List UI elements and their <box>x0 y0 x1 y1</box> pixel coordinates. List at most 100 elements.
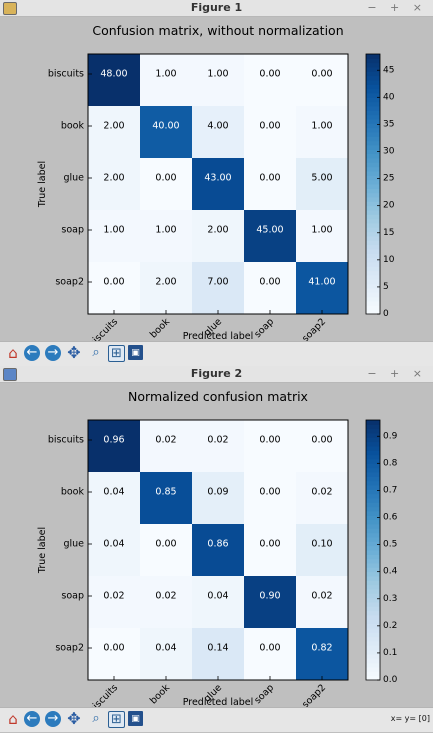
heatmap-cell <box>244 420 297 473</box>
colorbar-segment <box>366 236 380 241</box>
colorbar-tick-label: 25 <box>383 174 394 184</box>
colorbar-segment <box>366 541 380 547</box>
colorbar-tick-label: 40 <box>383 92 395 102</box>
colorbar-segment <box>366 288 380 293</box>
colorbar-segment <box>366 437 380 443</box>
colorbar-segment <box>366 558 380 564</box>
colorbar-segment <box>366 528 380 534</box>
colorbar-segment <box>366 106 380 111</box>
pan-icon[interactable]: ✥ <box>67 709 81 728</box>
forward-arrow-icon[interactable]: → <box>45 345 61 361</box>
heatmap-cell <box>192 106 245 159</box>
zoom-icon[interactable]: ⌕ <box>92 345 100 360</box>
heatmap-cell <box>296 576 349 629</box>
colorbar-segment <box>366 524 380 529</box>
heatmap-cell <box>296 158 349 211</box>
colorbar-segment <box>366 641 380 646</box>
colorbar-segment <box>366 301 380 306</box>
cell-value-label: 2.00 <box>103 121 124 132</box>
colorbar-segment <box>366 615 380 620</box>
home-icon[interactable]: ⌂ <box>8 710 18 728</box>
colorbar-segment <box>366 480 380 486</box>
home-icon[interactable]: ⌂ <box>8 344 18 362</box>
colorbar-segment <box>366 205 380 211</box>
cell-value-label: 43.00 <box>204 173 231 184</box>
colorbar-segment <box>366 511 380 516</box>
colorbar-tick-label: 0.0 <box>383 675 398 685</box>
colorbar-segment <box>366 498 380 503</box>
save-icon[interactable]: ▣ <box>128 345 143 360</box>
cell-value-label: 0.00 <box>311 69 332 80</box>
x-tick-label: biscuits <box>87 682 120 707</box>
heatmap-cell <box>88 262 141 315</box>
colorbar-segment <box>366 58 380 64</box>
heatmap-cell <box>140 210 193 263</box>
colorbar-segment <box>366 420 380 425</box>
colorbar-segment <box>366 84 380 90</box>
cell-value-label: 0.00 <box>259 173 280 184</box>
colorbar-frame <box>365 53 381 315</box>
pan-icon[interactable]: ✥ <box>67 343 81 362</box>
subplots-icon[interactable]: ⊞ <box>108 345 125 362</box>
cell-value-label: 4.00 <box>207 121 228 132</box>
cell-value-label: 0.00 <box>103 277 124 288</box>
cell-value-label: 0.00 <box>155 539 176 550</box>
heatmap-cell <box>192 158 245 211</box>
y-tick-label: glue <box>63 173 84 184</box>
cell-value-label: 0.02 <box>311 591 332 602</box>
cell-value-label: 0.85 <box>155 487 176 498</box>
heatmap-cell <box>88 158 141 211</box>
heatmap-cell <box>296 628 349 681</box>
save-icon[interactable]: ▣ <box>128 711 143 726</box>
y-tick-label: biscuits <box>48 69 84 80</box>
figure-canvas[interactable]: Normalized confusion matrix 0.96 0.02 0.02 0… <box>0 383 433 716</box>
colorbar-segment <box>366 175 380 181</box>
colorbar-segment <box>366 214 380 220</box>
window-controls[interactable]: − + × <box>367 1 427 14</box>
cell-value-label: 1.00 <box>311 225 332 236</box>
y-tick-label: book <box>61 487 85 498</box>
navigation-toolbar: ⌂ ← → ✥ ⌕ ⊞ ▣ x= y= [0] <box>0 707 433 732</box>
heatmap-cell <box>192 472 245 525</box>
colorbar-segment <box>366 645 380 651</box>
zoom-icon[interactable]: ⌕ <box>92 711 100 726</box>
figure-canvas[interactable]: Confusion matrix, without normalization 4… <box>0 17 433 350</box>
colorbar-segment <box>366 463 380 469</box>
colorbar-segment <box>366 554 380 560</box>
heatmap-cell <box>140 420 193 473</box>
colorbar-segment <box>366 227 380 233</box>
cell-value-label: 0.82 <box>311 643 332 654</box>
heatmap-cell <box>140 628 193 681</box>
colorbar-segment <box>366 218 380 224</box>
figure-1-window: Figure 1 − + × Confusion matrix, without… <box>0 0 433 366</box>
colorbar-segment <box>366 292 380 298</box>
colorbar-segment <box>366 114 380 120</box>
colorbar-segment <box>366 127 380 133</box>
back-arrow-icon[interactable]: ← <box>24 711 40 727</box>
colorbar-segment <box>366 446 380 451</box>
x-axis-label: Predicted label <box>183 331 254 341</box>
back-arrow-icon[interactable]: ← <box>24 345 40 361</box>
cell-value-label: 0.00 <box>259 487 280 498</box>
subplots-icon[interactable]: ⊞ <box>108 711 125 728</box>
title-bar[interactable]: Figure 1 − + × <box>0 0 433 17</box>
forward-arrow-icon[interactable]: → <box>45 711 61 727</box>
colorbar-segment <box>366 537 380 542</box>
colorbar-segment <box>366 62 380 68</box>
window-controls[interactable]: − + × <box>367 367 427 380</box>
colorbar-segment <box>366 428 380 434</box>
heatmap-cell <box>140 524 193 577</box>
x-tick-label: biscuits <box>87 316 120 341</box>
colorbar-tick-label: 0.7 <box>383 485 397 495</box>
colorbar-tick-label: 20 <box>383 201 395 211</box>
colorbar-segment <box>366 576 380 581</box>
y-tick-label: book <box>61 121 85 132</box>
title-bar[interactable]: Figure 2 − + × <box>0 366 433 383</box>
colorbar-segment <box>366 119 380 124</box>
cell-value-label: 45.00 <box>256 225 283 236</box>
colorbar-segment <box>366 597 380 603</box>
colorbar-segment <box>366 197 380 202</box>
colorbar-segment <box>366 153 380 159</box>
colorbar-segment <box>366 123 380 129</box>
colorbar-tick-label: 0.6 <box>383 513 398 523</box>
